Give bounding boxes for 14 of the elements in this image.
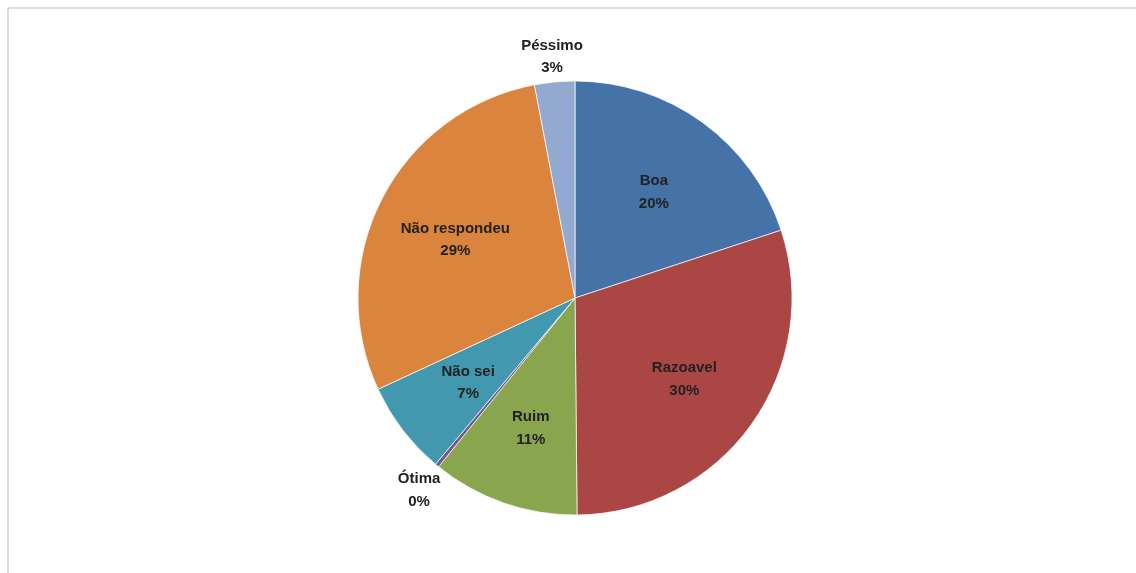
slice-label: Razoavel bbox=[651, 358, 717, 376]
data-label: 11% bbox=[516, 429, 546, 447]
data-label: 20% bbox=[638, 193, 669, 211]
data-label: 30% bbox=[669, 380, 700, 398]
slice-label: Péssimo bbox=[521, 35, 583, 53]
slice-label: Ótima bbox=[397, 469, 441, 487]
slice-label: Ruim bbox=[512, 407, 550, 425]
slice-label: Não respondeu bbox=[400, 218, 510, 236]
data-label: 0% bbox=[408, 491, 430, 509]
data-label: 7% bbox=[457, 384, 479, 402]
data-label: 3% bbox=[541, 58, 563, 76]
slice-label: Não sei bbox=[441, 361, 495, 379]
data-label: 29% bbox=[440, 241, 471, 259]
slice-label: Boa bbox=[639, 171, 669, 189]
